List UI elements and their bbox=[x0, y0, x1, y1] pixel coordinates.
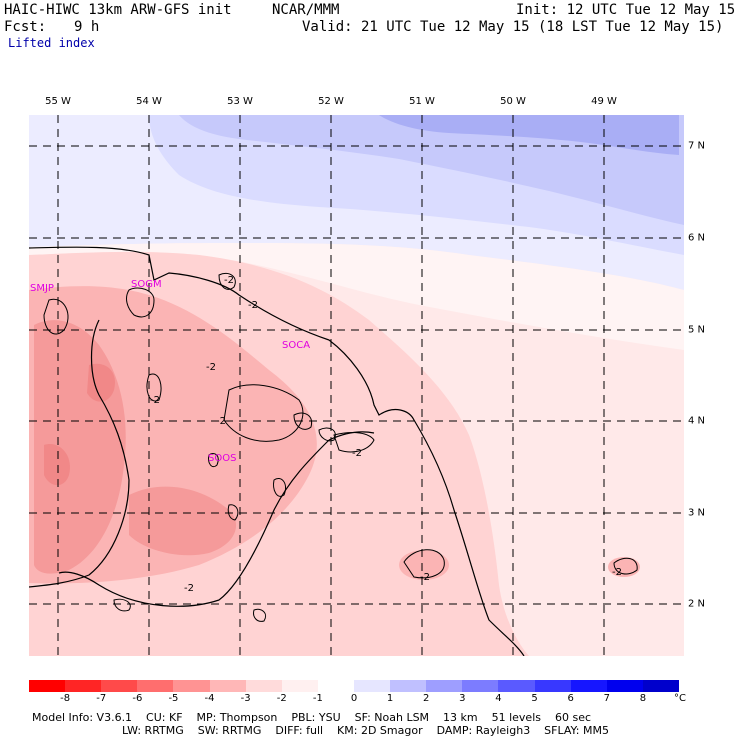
contours bbox=[43, 272, 638, 622]
scale-tick-label: -4 bbox=[204, 693, 215, 704]
lat-label: 3 N bbox=[688, 507, 706, 519]
color-swatch bbox=[317, 680, 354, 692]
lat-label: 7 N bbox=[688, 140, 706, 152]
color-swatch bbox=[462, 680, 499, 692]
scale-tick-label: 1 bbox=[386, 693, 394, 704]
color-swatch bbox=[606, 680, 643, 692]
lon-label: 50 W bbox=[500, 96, 526, 107]
model-title: HAIC-HIWC 13km ARW-GFS init bbox=[4, 2, 232, 18]
station-label: SOCA bbox=[282, 340, 311, 351]
contour-label: -2 bbox=[216, 416, 226, 427]
org-label: NCAR/MMM bbox=[272, 2, 340, 18]
forecast-label: Fcst: bbox=[4, 19, 47, 35]
color-swatch bbox=[534, 680, 571, 692]
color-swatch bbox=[209, 680, 246, 692]
init-time: Init: 12 UTC Tue 12 May 15 bbox=[516, 2, 736, 18]
color-swatch bbox=[137, 680, 174, 692]
scale-tick-label: 7 bbox=[603, 693, 610, 704]
color-swatch bbox=[65, 680, 102, 692]
scale-tick-label: -8 bbox=[60, 693, 71, 704]
color-scale bbox=[29, 680, 679, 692]
color-swatch bbox=[353, 680, 391, 692]
scale-tick-label: -5 bbox=[168, 693, 179, 704]
lon-label: 49 W bbox=[591, 96, 617, 107]
scale-tick-label: -3 bbox=[240, 693, 251, 704]
shade-band-3 bbox=[179, 115, 684, 225]
model-info-line2: LW: RRTMG SW: RRTMG DIFF: full KM: 2D Sm… bbox=[122, 724, 609, 737]
lifted-index-map bbox=[29, 115, 684, 656]
scale-tick-label: 4 bbox=[495, 693, 502, 704]
lat-label: 6 N bbox=[688, 232, 706, 244]
color-swatch bbox=[101, 680, 138, 692]
scale-tick-label: 2 bbox=[423, 693, 430, 704]
field-name: Lifted index bbox=[8, 36, 95, 50]
lon-label: 53 W bbox=[227, 96, 253, 107]
contour-label: -2 bbox=[224, 275, 234, 286]
contour-label: -2 bbox=[150, 395, 160, 406]
station-label: SOOS bbox=[208, 453, 237, 464]
scale-tick-label: -2 bbox=[276, 693, 287, 704]
color-swatch bbox=[173, 680, 210, 692]
shade-band-9 bbox=[129, 486, 237, 556]
contour-label: -2 bbox=[352, 448, 362, 459]
station-label: SMJP bbox=[30, 283, 54, 294]
scale-unit: °C bbox=[674, 693, 686, 704]
contour-label: -2 bbox=[612, 567, 622, 578]
color-swatch bbox=[29, 680, 66, 692]
lon-label: 52 W bbox=[318, 96, 344, 107]
scale-tick-label: 6 bbox=[567, 693, 574, 704]
color-swatch bbox=[245, 680, 282, 692]
lat-label: 4 N bbox=[688, 415, 706, 427]
shade-band-10 bbox=[87, 363, 115, 402]
color-swatch bbox=[281, 680, 318, 692]
shade-band-5 bbox=[29, 243, 684, 350]
scale-tick-label: -6 bbox=[132, 693, 143, 704]
lon-label: 54 W bbox=[136, 96, 162, 107]
model-info-line1: Model Info: V3.6.1 CU: KF MP: Thompson P… bbox=[32, 711, 592, 724]
contour-label: -2 bbox=[248, 300, 258, 311]
graticule bbox=[29, 115, 684, 656]
lon-label: 51 W bbox=[409, 96, 435, 107]
scale-tick-label: 3 bbox=[459, 693, 466, 704]
scale-tick-label: -7 bbox=[96, 693, 107, 704]
forecast-value: 9 h bbox=[74, 19, 100, 35]
scale-tick-label: 0 bbox=[350, 693, 358, 704]
valid-time: Valid: 21 UTC Tue 12 May 15 (18 LST Tue … bbox=[302, 19, 724, 35]
contour-label: -2 bbox=[184, 583, 194, 594]
lat-label: 5 N bbox=[688, 324, 706, 336]
scale-tick-label: -1 bbox=[312, 693, 323, 704]
coastlines bbox=[29, 246, 525, 656]
lon-label: 55 W bbox=[45, 96, 71, 107]
station-label: SOGM bbox=[131, 279, 162, 290]
contour-label: -2 bbox=[420, 572, 430, 583]
color-swatch bbox=[642, 680, 679, 692]
color-swatch bbox=[390, 680, 427, 692]
scale-tick-label: 5 bbox=[531, 693, 538, 704]
color-swatch bbox=[498, 680, 535, 692]
lat-label: 2 N bbox=[688, 598, 706, 610]
contour-label: -2 bbox=[206, 362, 216, 373]
scale-tick-label: 8 bbox=[639, 693, 647, 704]
color-swatch bbox=[426, 680, 463, 692]
shade-band-11 bbox=[44, 444, 70, 486]
color-swatch bbox=[570, 680, 607, 692]
